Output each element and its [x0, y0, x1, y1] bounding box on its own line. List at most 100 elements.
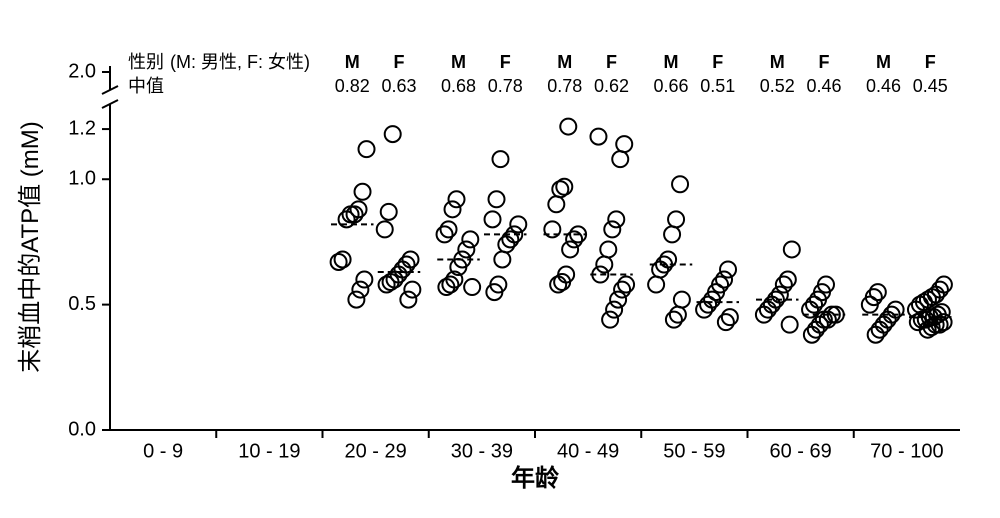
x-tick-label: 10 - 19 — [238, 441, 300, 463]
data-point — [596, 256, 612, 272]
data-point — [600, 241, 616, 257]
data-point — [604, 221, 620, 237]
data-point — [489, 191, 505, 207]
header-sex-label: 性别 — [128, 52, 164, 72]
header-sex-col: F — [606, 52, 617, 72]
data-point — [756, 307, 772, 323]
header-sex-note: (M: 男性, F: 女性) — [170, 52, 310, 72]
header-median-col: 0.52 — [760, 76, 795, 96]
data-point — [355, 184, 371, 200]
data-point — [442, 277, 458, 293]
header-median-col: 0.46 — [866, 76, 901, 96]
data-point — [492, 151, 508, 167]
x-tick-label: 60 - 69 — [769, 441, 831, 463]
data-point — [400, 292, 416, 308]
data-point — [606, 302, 622, 318]
data-point — [494, 251, 510, 267]
data-point — [872, 322, 888, 338]
data-point — [485, 211, 501, 227]
data-point — [936, 277, 952, 293]
data-point — [602, 312, 618, 328]
data-point — [560, 119, 576, 135]
header-median-label: 中值 — [128, 76, 164, 96]
data-point — [464, 279, 480, 295]
header-median-col: 0.46 — [806, 76, 841, 96]
data-point — [449, 191, 465, 207]
data-point — [359, 141, 375, 157]
data-point — [381, 204, 397, 220]
data-point — [502, 231, 518, 247]
data-point — [510, 216, 526, 232]
data-point — [868, 327, 884, 343]
y-tick-label: 1.0 — [68, 168, 96, 190]
y-tick-label: 0.0 — [68, 418, 96, 440]
header-median-col: 0.78 — [547, 76, 582, 96]
data-point — [782, 317, 798, 333]
header-sex-col: F — [394, 52, 405, 72]
header-sex-col: M — [664, 52, 679, 72]
data-point — [614, 282, 630, 298]
header-sex-col: M — [451, 52, 466, 72]
data-point — [784, 241, 800, 257]
header-sex-col: F — [925, 52, 936, 72]
y-axis-title: 末梢血中的ATP值 (mM) — [17, 121, 44, 373]
data-point — [548, 196, 564, 212]
data-point — [804, 327, 820, 343]
header-sex-col: F — [500, 52, 511, 72]
data-point — [696, 302, 712, 318]
header-median-col: 0.51 — [700, 76, 735, 96]
x-axis-title: 年龄 — [511, 464, 560, 492]
data-point — [802, 302, 818, 318]
x-tick-label: 40 - 49 — [557, 441, 619, 463]
data-point — [498, 236, 514, 252]
data-point — [590, 129, 606, 145]
header-median-col: 0.66 — [653, 76, 688, 96]
data-point — [660, 251, 676, 267]
data-point — [876, 317, 892, 333]
data-point — [670, 307, 686, 323]
data-point — [776, 277, 792, 293]
data-point — [780, 272, 796, 288]
data-point — [648, 277, 664, 293]
header-sex-col: F — [819, 52, 830, 72]
data-point — [348, 292, 364, 308]
data-point — [352, 282, 368, 298]
header-median-col: 0.45 — [913, 76, 948, 96]
data-point — [399, 256, 415, 272]
data-point — [716, 272, 732, 288]
data-point — [674, 292, 690, 308]
data-point — [610, 292, 626, 308]
x-tick-label: 50 - 59 — [663, 441, 725, 463]
data-point — [616, 136, 632, 152]
data-point — [722, 309, 738, 325]
data-point — [608, 211, 624, 227]
header-median-col: 0.63 — [381, 76, 416, 96]
data-point — [544, 221, 560, 237]
header-sex-col: M — [876, 52, 891, 72]
header-median-col: 0.78 — [488, 76, 523, 96]
header-median-col: 0.82 — [335, 76, 370, 96]
data-point — [403, 251, 419, 267]
header-median-col: 0.68 — [441, 76, 476, 96]
y-tick-label: 2.0 — [68, 60, 96, 82]
header-median-col: 0.62 — [594, 76, 629, 96]
data-point — [760, 302, 776, 318]
header-sex-col: M — [770, 52, 785, 72]
data-point — [668, 211, 684, 227]
atp-scatter-chart: 0.00.51.01.22.00 - 910 - 1920 - 2930 - 3… — [0, 0, 1000, 518]
header-sex-col: M — [345, 52, 360, 72]
data-point — [437, 226, 453, 242]
x-tick-label: 0 - 9 — [143, 441, 183, 463]
data-point — [718, 314, 734, 330]
data-point — [870, 284, 886, 300]
data-point — [356, 272, 372, 288]
data-point — [458, 241, 474, 257]
data-point — [404, 282, 420, 298]
data-point — [562, 241, 578, 257]
x-tick-label: 70 - 100 — [870, 441, 943, 463]
data-point — [664, 226, 680, 242]
data-point — [672, 176, 688, 192]
y-tick-label: 0.5 — [68, 293, 96, 315]
data-point — [445, 201, 461, 217]
data-point — [612, 151, 628, 167]
